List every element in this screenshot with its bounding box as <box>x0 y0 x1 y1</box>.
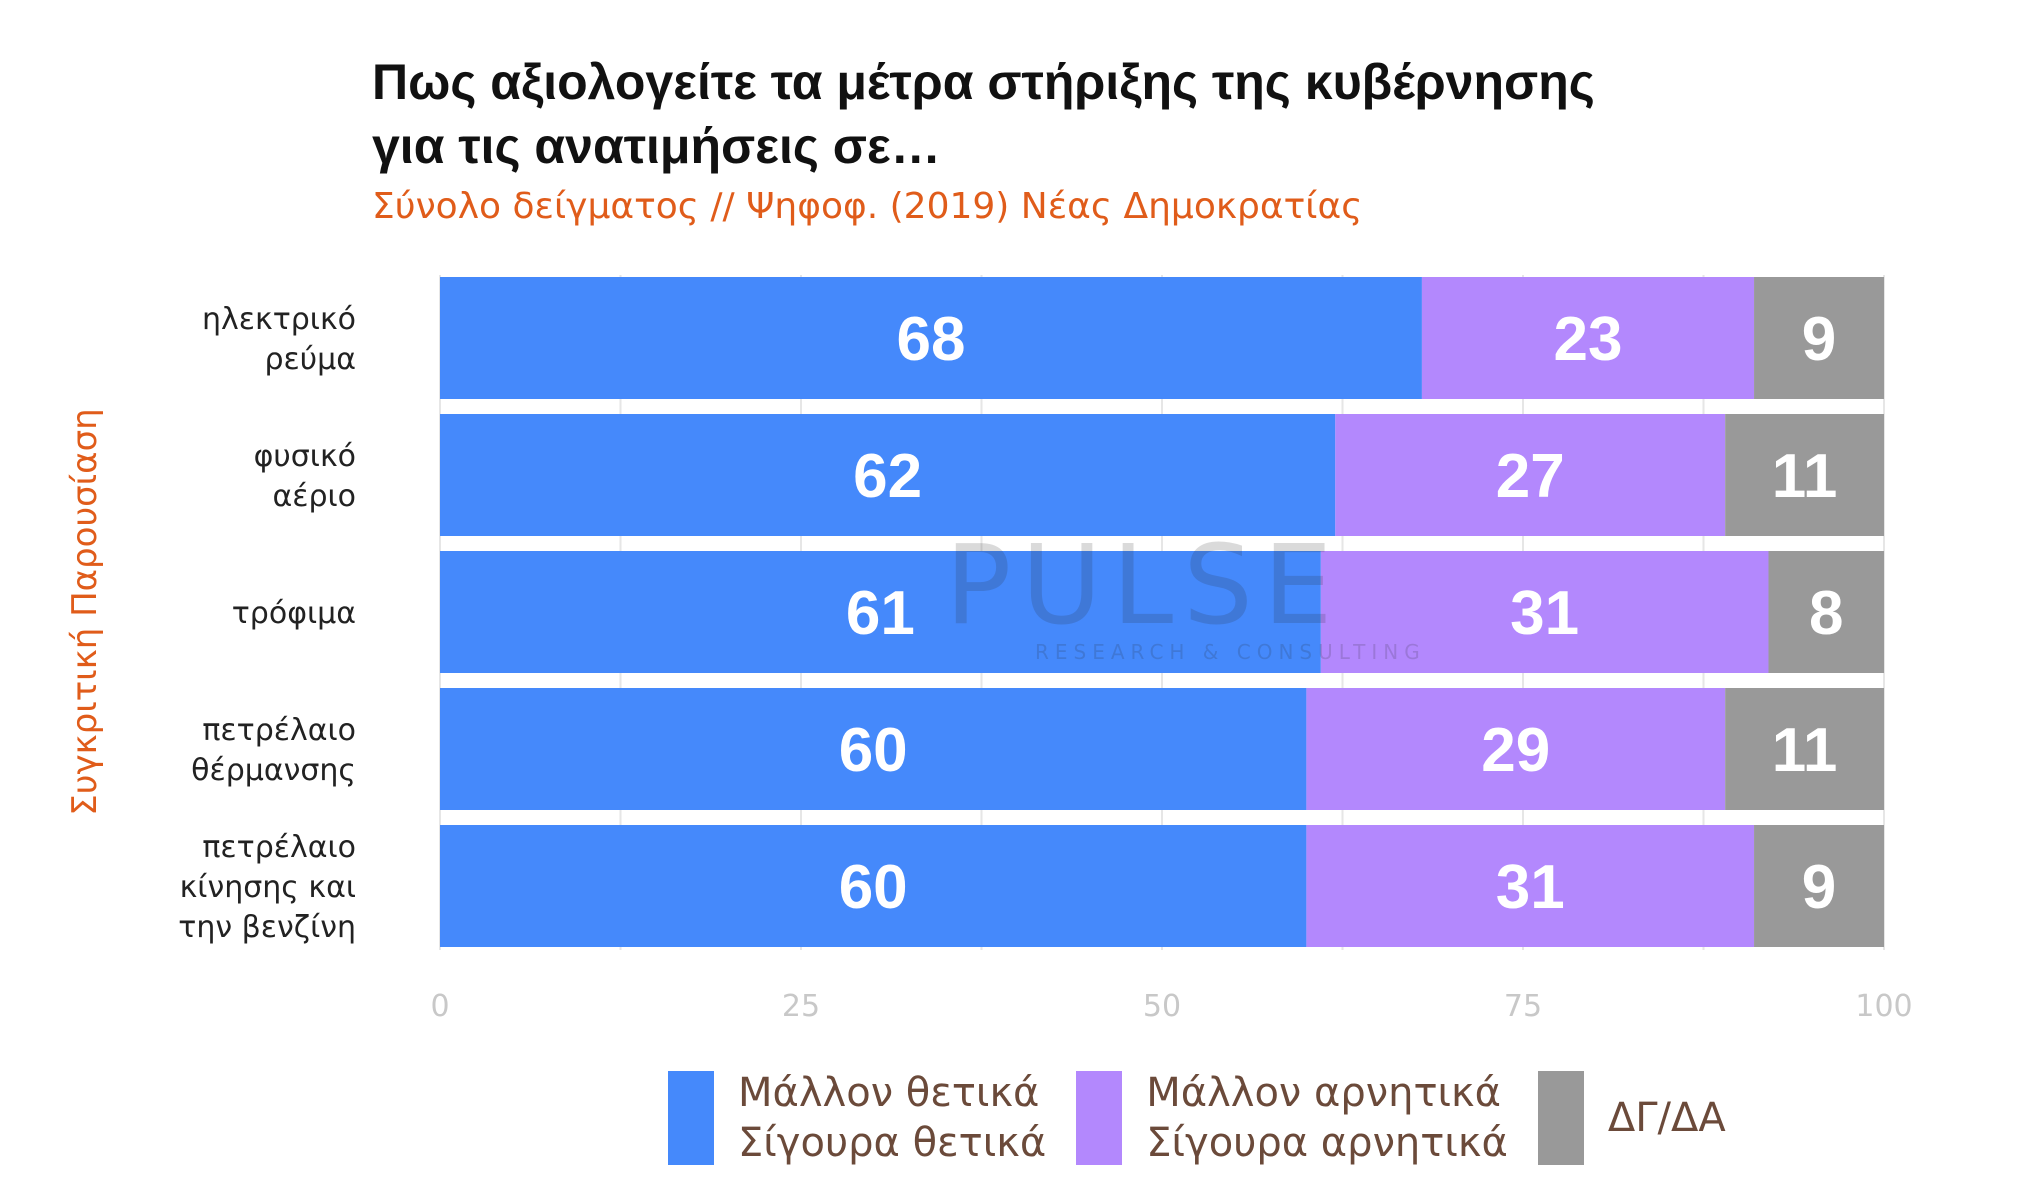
data-label: 23 <box>1553 305 1622 374</box>
x-tick-label: 0 <box>430 989 449 1024</box>
category-labels: ηλεκτρικό ρεύμα φυσικό αέριο τρόφιμα πετρέλαι… <box>178 302 356 945</box>
bar-segment <box>440 551 1321 673</box>
data-label: 68 <box>896 305 965 374</box>
bar-segment <box>1320 551 1769 673</box>
stacked-bar-chart: 68 23 9 62 27 11 61 31 8 60 29 11 60 31 9 ηλεκτρικό ρεύ… <box>178 275 1913 1024</box>
category-label: ρεύμα <box>265 342 356 377</box>
legend-label-line: Σίγουρα θετικά <box>738 1120 1047 1166</box>
bars: 68 23 9 62 27 11 61 31 8 60 29 11 60 31 9 <box>440 277 1884 947</box>
data-label: 27 <box>1496 442 1565 511</box>
bar-segment <box>440 414 1336 536</box>
legend-label: Μάλλον θετικά Σίγουρα θετικά <box>738 1068 1046 1168</box>
category-label: ηλεκτρικό <box>202 302 356 337</box>
chart-title-line2: για τις ανατιμήσεις σε… <box>372 118 941 174</box>
data-label: 60 <box>839 716 908 785</box>
bar-segment <box>440 688 1307 810</box>
data-label: 29 <box>1481 716 1550 785</box>
data-label: 8 <box>1809 579 1843 648</box>
category-label: την βενζίνη <box>178 910 356 945</box>
bar-segment <box>1725 414 1884 536</box>
legend-item: ΔΓ/ΔΑ <box>1537 1071 1726 1165</box>
bar-segment <box>1725 688 1884 810</box>
category-label: τρόφιμα <box>232 596 356 631</box>
chart-title: Πως αξιολογείτε τα μέτρα στήριξης της κυ… <box>372 50 1972 178</box>
chart-title-line1: Πως αξιολογείτε τα μέτρα στήριξης της κυ… <box>372 54 1595 110</box>
legend-label-line: Μάλλον αρνητικά <box>1146 1070 1501 1116</box>
legend-label-line: Σίγουρα αρνητικά <box>1146 1120 1508 1166</box>
bar-segment <box>1306 688 1726 810</box>
data-label: 9 <box>1802 853 1836 922</box>
legend-label-line: ΔΓ/ΔΑ <box>1607 1095 1726 1141</box>
bar-segment <box>1306 825 1755 947</box>
category-label: θέρμανσης <box>191 753 356 788</box>
legend: Μάλλον θετικά Σίγουρα θετικά Μάλλον αρνητι… <box>668 1068 1756 1168</box>
bar-segment <box>1335 414 1726 536</box>
category-label: πετρέλαιο <box>202 830 356 865</box>
data-label: 9 <box>1802 305 1836 374</box>
bar-segment <box>1754 825 1884 947</box>
legend-item: Μάλλον θετικά Σίγουρα θετικά <box>668 1068 1046 1168</box>
category-label: πετρέλαιο <box>202 713 356 748</box>
data-label: 11 <box>1772 716 1838 785</box>
x-tick-label: 50 <box>1143 989 1181 1024</box>
x-axis-ticks: 0 25 50 75 100 <box>430 989 1912 1024</box>
bar-segment <box>1421 277 1755 399</box>
bar-segment <box>1754 277 1884 399</box>
legend-label: ΔΓ/ΔΑ <box>1608 1093 1726 1143</box>
chart-subtitle: Σύνολο δείγματος // Ψηφοφ. (2019) Νέας Δ… <box>372 186 1363 227</box>
data-label: 31 <box>1510 579 1579 648</box>
legend-label: Μάλλον αρνητικά Σίγουρα αρνητικά <box>1146 1068 1508 1168</box>
legend-swatch <box>668 1071 714 1165</box>
bar-segment <box>440 277 1422 399</box>
legend-item: Μάλλον αρνητικά Σίγουρα αρνητικά <box>1076 1068 1508 1168</box>
bar-segment <box>1768 551 1884 673</box>
data-label: 60 <box>839 853 908 922</box>
bar-segment <box>440 825 1307 947</box>
data-label: 11 <box>1772 442 1838 511</box>
legend-swatch <box>1537 1071 1584 1165</box>
data-label: 62 <box>853 442 922 511</box>
category-label: φυσικό <box>254 439 356 474</box>
legend-swatch <box>1076 1071 1123 1165</box>
x-tick-label: 25 <box>782 989 820 1024</box>
data-label: 61 <box>846 579 915 648</box>
category-label: κίνησης και <box>180 870 356 905</box>
x-tick-label: 75 <box>1504 989 1542 1024</box>
data-label: 31 <box>1496 853 1565 922</box>
x-tick-label: 100 <box>1855 989 1912 1024</box>
legend-label-line: Μάλλον θετικά <box>738 1070 1040 1116</box>
category-label: αέριο <box>272 479 356 514</box>
